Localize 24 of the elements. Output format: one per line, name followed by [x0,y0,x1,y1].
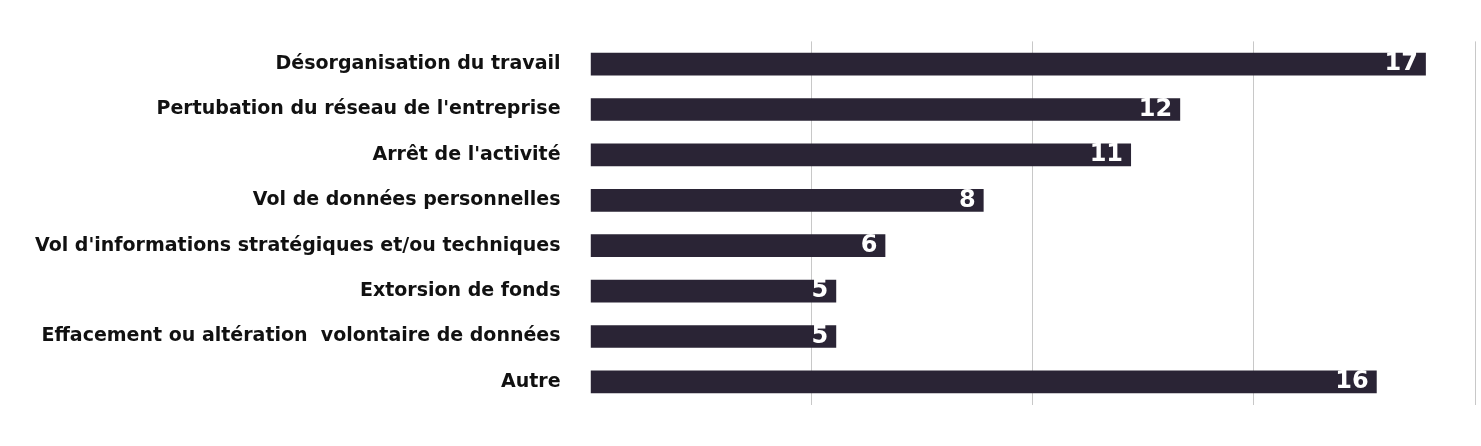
bar [590,234,886,258]
data-label: 5 [811,275,829,304]
y-tick-label: Arrêt de l'activité [372,141,561,164]
y-tick-label: Autre [500,368,561,391]
data-label: 11 [1089,139,1124,168]
bar [590,188,984,212]
y-tick-label: Effacement ou altération volontaire de données [41,323,561,346]
y-tick-label: Extorsion de fonds [359,278,561,301]
y-tick-label: Vol de données personnelles [252,187,561,210]
bar [590,325,837,348]
data-label: 12 [1138,93,1173,122]
y-tick-label: Désorganisation du travail [275,51,561,74]
y-tick-label: Vol d'informations stratégiques et/ou techniques [34,232,561,255]
data-label: 16 [1335,366,1369,395]
y-tick-label: Pertubation du réseau de l'entreprise [156,96,561,119]
bar [590,370,1377,394]
data-label: 8 [958,184,976,213]
data-label: 5 [811,320,829,349]
data-label: 6 [860,229,878,258]
bar [590,52,1426,76]
data-label: 17 [1384,48,1418,77]
bar [590,279,837,303]
bar [590,98,1181,121]
bar [590,143,1132,167]
